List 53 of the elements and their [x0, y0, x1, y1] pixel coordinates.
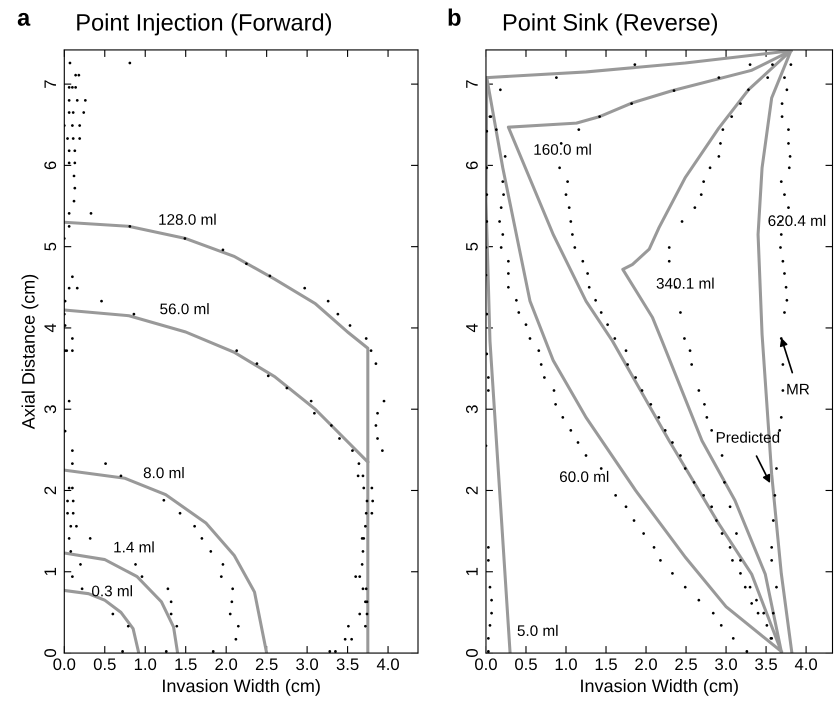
- y-tick-label: 6: [44, 161, 56, 170]
- x-axis-title: Invasion Width (cm): [581, 678, 738, 696]
- series-label: 5.0 ml: [518, 624, 558, 636]
- x-tick-label: 0.5: [94, 658, 116, 670]
- y-axis-title: Axial Distance (cm): [22, 274, 38, 430]
- annotation: Predicted: [716, 432, 780, 443]
- y-tick-label: 5: [466, 242, 478, 251]
- x-tick-label: 3.0: [715, 658, 737, 670]
- x-tick-label: 4.0: [376, 658, 399, 670]
- y-tick-label: 0: [466, 649, 478, 658]
- series-label: 0.3 ml: [92, 585, 132, 596]
- y-tick-label: 7: [466, 80, 478, 88]
- y-tick-label: 1: [466, 568, 478, 576]
- x-tick-label: 3.5: [755, 658, 777, 670]
- text: b: [448, 8, 461, 26]
- series-label: 1.4 ml: [114, 541, 154, 552]
- x-tick-label: 1.5: [596, 658, 617, 670]
- series-label: 8.0 ml: [144, 467, 184, 478]
- series-label: 128.0 ml: [159, 214, 216, 225]
- x-tick-label: 0.5: [515, 658, 537, 670]
- series-label: 160.0 ml: [534, 144, 591, 155]
- y-tick-label: 0: [44, 649, 56, 658]
- text: a: [18, 12, 30, 26]
- x-tick-label: 2.5: [256, 658, 278, 670]
- chart-title: Point Sink (Reverse): [504, 13, 718, 36]
- x-axis-title: Invasion Width (cm): [163, 678, 320, 696]
- x-tick-label: 4.0: [794, 658, 818, 670]
- y-tick-label: 5: [44, 242, 56, 251]
- x-tick-label: 1.0: [134, 658, 156, 670]
- y-tick-label: 7: [44, 80, 56, 88]
- y-tick-label: 4: [466, 324, 478, 332]
- annotation: MR: [787, 384, 810, 394]
- y-tick-label: 4: [44, 324, 56, 332]
- series-label: 340.1 ml: [656, 278, 714, 289]
- series-label: 60.0 ml: [560, 470, 608, 482]
- y-tick-label: 1: [44, 568, 56, 576]
- x-tick-label: 1.0: [556, 658, 577, 670]
- series-label: 620.4 ml: [768, 214, 826, 226]
- y-tick-label: 2: [466, 486, 478, 494]
- y-tick-label: 3: [44, 405, 56, 414]
- chart-title: Point Injection (Forward): [77, 13, 332, 36]
- y-tick-label: 3: [466, 405, 478, 414]
- x-tick-label: 3.5: [336, 658, 358, 670]
- y-tick-label: 2: [44, 486, 56, 494]
- x-tick-label: 2.0: [635, 658, 657, 670]
- series-label: 56.0 ml: [160, 303, 209, 314]
- x-tick-label: 1.5: [175, 658, 197, 670]
- x-tick-label: 0.0: [53, 658, 76, 670]
- x-tick-label: 2.0: [215, 658, 238, 670]
- x-tick-label: 3.0: [296, 658, 318, 670]
- y-tick-label: 6: [466, 161, 478, 170]
- x-tick-label: 0.0: [475, 658, 497, 670]
- x-tick-label: 2.5: [675, 658, 697, 670]
